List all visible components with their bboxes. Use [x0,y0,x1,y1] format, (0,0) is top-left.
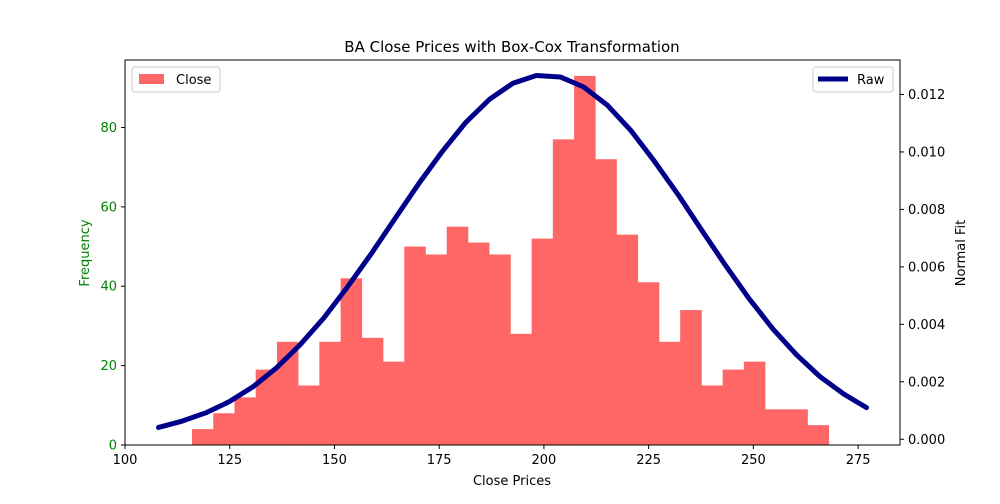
y-right-tick-label: 0.012 [908,88,945,103]
x-tick-label: 125 [217,453,242,468]
x-tick-label: 100 [113,453,138,468]
histogram-bar [658,341,681,445]
histogram-bar [467,242,490,445]
histogram-bar [446,226,469,445]
y-tick-label: 0 [109,439,117,454]
x-tick-label: 150 [322,453,347,468]
x-axis-ticks: 100 125 150 175 200 225 250 275 [113,445,871,468]
y-right-tick-label: 0.010 [908,145,945,160]
y-axis-left-label: Frequency [78,219,93,286]
histogram-bar [425,254,448,445]
histogram-bar [786,409,808,445]
y-axis-right-label: Normal Fit [954,220,969,286]
y-right-tick-label: 0.002 [908,375,945,390]
legend-raw-frame [812,66,894,93]
x-tick-label: 250 [741,453,766,468]
histogram-bar [680,310,702,445]
histogram-bar [213,413,235,445]
histogram-bar [255,369,278,445]
x-tick-label: 275 [846,453,871,468]
y-right-tick-label: 0.000 [908,433,945,448]
y-tick-label: 80 [100,121,117,136]
y-right-tick-label: 0.006 [908,260,945,275]
histogram-bar [510,333,532,445]
legend-raw-label: Raw [857,73,885,88]
histogram-bar [340,278,363,445]
histogram-bar [616,234,639,445]
y-right-tick-label: 0.004 [908,318,945,333]
histogram-bar [637,282,660,445]
legend-close: Close [131,66,221,93]
histogram-bar [404,246,426,445]
y-axis-left-ticks: 0 20 40 60 80 [100,121,125,454]
x-tick-label: 175 [427,453,452,468]
histogram-bar [489,254,511,445]
normal-fit-line [156,73,869,430]
y-right-tick-label: 0.008 [908,203,945,218]
x-tick-label: 200 [532,453,557,468]
histogram-bar [722,369,745,445]
y-axis-right-ticks: 0.000 0.002 0.004 0.006 0.008 0.010 0.012 [900,88,945,448]
y-tick-label: 20 [100,359,117,374]
histogram-bar [552,139,575,445]
histogram-bar [361,337,384,445]
histogram-bar [319,341,341,445]
histogram-bar [574,75,596,446]
histogram-bar [807,425,830,445]
x-tick-label: 225 [636,453,661,468]
histogram-bar [531,238,554,445]
chart-title: BA Close Prices with Box-Cox Transformat… [344,38,679,56]
plot-frame [124,59,901,446]
histogram-bar [276,341,299,445]
legend-close-label: Close [176,73,211,88]
y-tick-label: 40 [100,280,117,295]
histogram-bar [701,385,723,445]
histogram-bar [192,429,214,445]
legend-close-swatch [139,74,164,84]
histogram-bar [234,397,257,445]
legend-close-frame [131,66,221,93]
histogram-bar [595,159,617,445]
histogram-bar [765,409,787,445]
histogram-bars [192,75,830,446]
legend-raw: Raw [812,66,894,93]
histogram-bar [383,361,405,445]
x-axis-label: Close Prices [473,474,551,489]
y-tick-label: 60 [100,200,117,215]
histogram-bar [743,361,766,445]
histogram-bar [298,385,320,445]
